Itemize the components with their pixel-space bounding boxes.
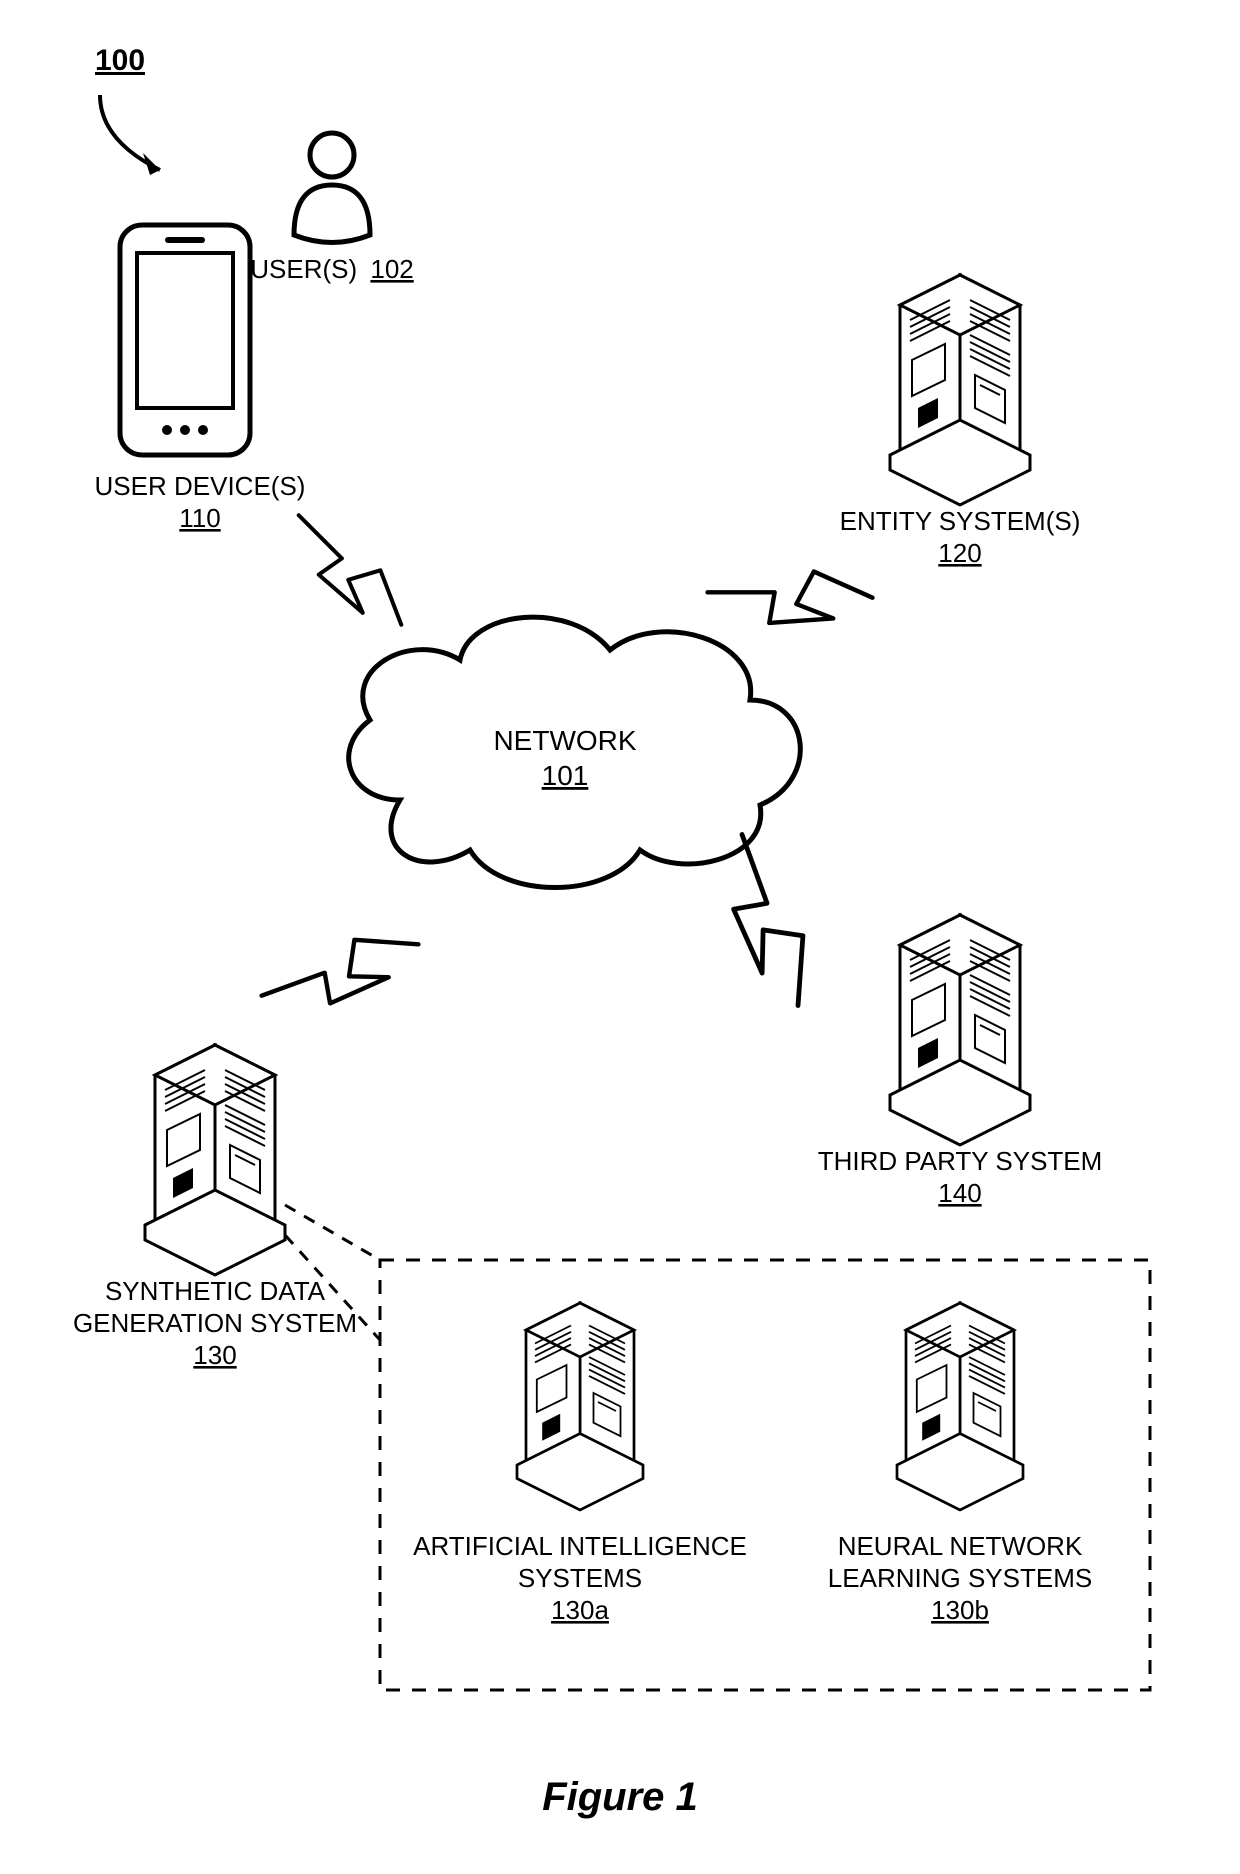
entity-ref: 120 <box>938 538 981 568</box>
ai-label-1: ARTIFICIAL INTELLIGENCE <box>413 1531 747 1561</box>
subsystem-box <box>380 1260 1150 1690</box>
phone-icon <box>120 225 250 455</box>
entity-server-icon <box>890 275 1030 505</box>
ai-server-icon <box>517 1303 643 1510</box>
synthetic-label-1: SYNTHETIC DATA <box>105 1276 326 1306</box>
synthetic-label-2: GENERATION SYSTEM <box>73 1308 357 1338</box>
nn-label-2: LEARNING SYSTEMS <box>828 1563 1092 1593</box>
third-party-server-icon <box>890 915 1030 1145</box>
dash-connector-1 <box>285 1205 380 1260</box>
network-label: NETWORK <box>493 725 636 756</box>
bolt-entity <box>708 517 873 674</box>
figure-ref-arrow <box>100 95 160 170</box>
network-ref: 101 <box>542 760 589 791</box>
user-device-ref: 110 <box>179 503 220 533</box>
synthetic-ref: 130 <box>193 1340 236 1370</box>
bolt-user-device <box>283 515 417 624</box>
third-party-label: THIRD PARTY SYSTEM <box>818 1146 1103 1176</box>
nn-label-1: NEURAL NETWORK <box>838 1531 1083 1561</box>
nn-ref: 130b <box>931 1595 989 1625</box>
figure-ref: 100 <box>95 44 145 77</box>
figure-title: Figure 1 <box>542 1775 698 1819</box>
ai-ref: 130a <box>551 1595 609 1625</box>
entity-label: ENTITY SYSTEM(S) <box>840 506 1081 536</box>
nn-server-icon <box>897 1303 1023 1510</box>
user-device-label: USER DEVICE(S) <box>95 471 306 501</box>
diagram-canvas: 100 USER(S) 102 USER DEVICE(S) 110 NETWO… <box>0 0 1240 1874</box>
user-label: USER(S) 102 <box>250 254 414 284</box>
bolt-synthetic <box>262 888 419 1053</box>
third-party-ref: 140 <box>938 1178 981 1208</box>
ai-label-2: SYSTEMS <box>518 1563 642 1593</box>
user-icon <box>294 133 370 243</box>
synthetic-server-icon <box>145 1045 285 1275</box>
